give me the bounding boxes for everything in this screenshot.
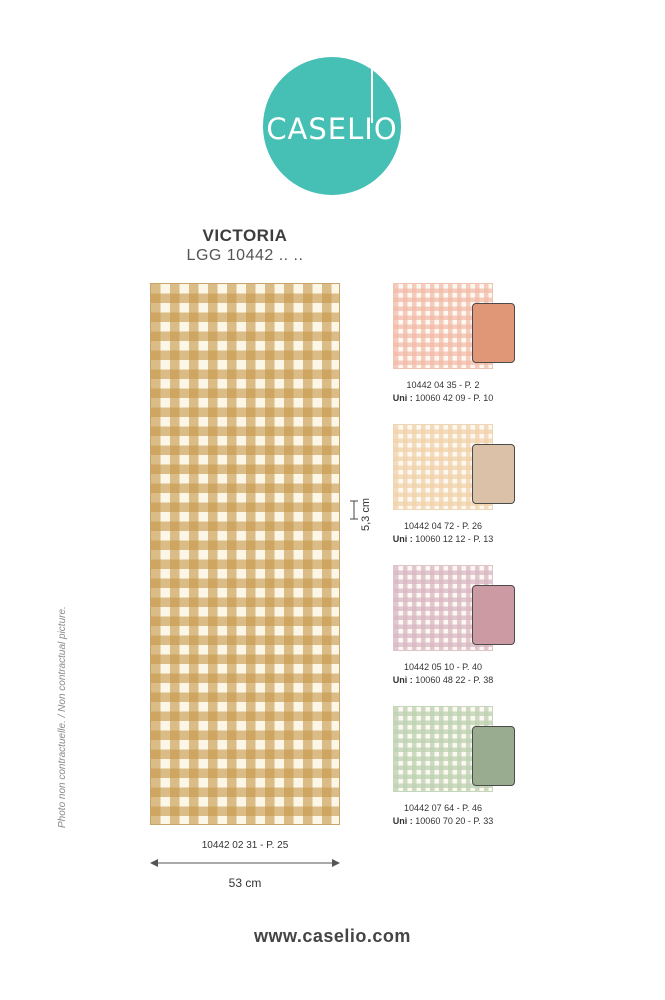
main-wallpaper-swatch xyxy=(150,283,340,825)
width-label: 53 cm xyxy=(228,876,262,890)
logo-bar xyxy=(371,68,373,123)
repeat-marker-icon xyxy=(350,500,358,520)
width-arrow-icon xyxy=(150,859,340,867)
variant-reference: 10442 05 10 - P. 40 xyxy=(404,662,482,672)
collection-code: LGG 10442 .. .. xyxy=(186,247,304,264)
collection-name: VICTORIA xyxy=(202,226,288,245)
variant-reference: 10442 04 35 - P. 2 xyxy=(406,380,480,390)
logo-text: CASELIO xyxy=(266,112,398,146)
plain-reference: Uni : 10060 42 09 - P. 10 xyxy=(392,393,494,403)
plain-swatch xyxy=(472,726,515,786)
repeat-label: 5,3 cm xyxy=(360,497,372,531)
website-link[interactable]: www.caselio.com xyxy=(254,926,411,946)
plain-swatch xyxy=(472,585,515,645)
plain-reference: Uni : 10060 70 20 - P. 33 xyxy=(392,816,494,826)
variant-reference: 10442 07 64 - P. 46 xyxy=(404,803,482,813)
disclaimer: Photo non contractuelle. / Non contractu… xyxy=(57,606,68,828)
variant-reference: 10442 04 72 - P. 26 xyxy=(404,521,482,531)
caselio-logo: CASELIO xyxy=(263,57,401,195)
plain-swatch xyxy=(472,444,515,504)
plain-swatch xyxy=(472,303,515,363)
plain-reference: Uni : 10060 48 22 - P. 38 xyxy=(392,675,494,685)
plain-reference: Uni : 10060 12 12 - P. 13 xyxy=(392,534,494,544)
main-reference: 10442 02 31 - P. 25 xyxy=(201,840,289,851)
